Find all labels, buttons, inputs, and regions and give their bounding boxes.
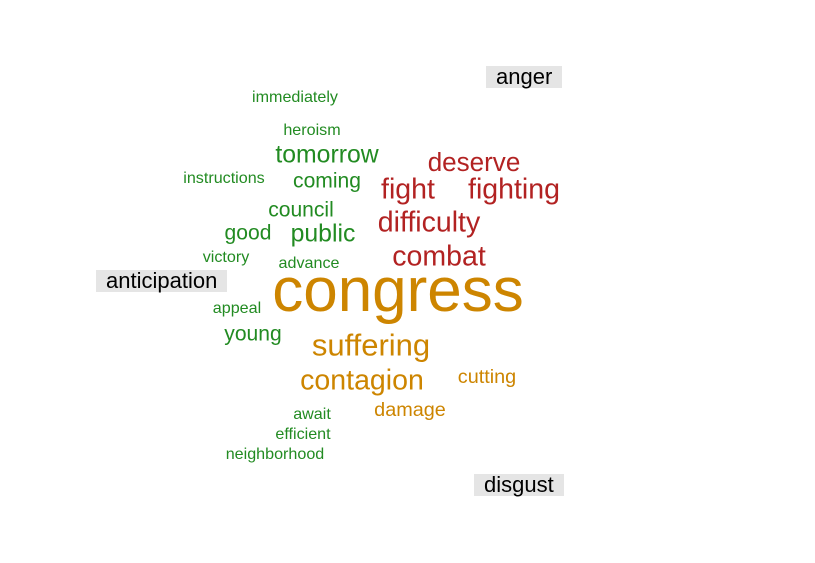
word-await: await bbox=[293, 404, 331, 423]
word-immediately: immediately bbox=[252, 87, 338, 106]
word-neighborhood: neighborhood bbox=[225, 444, 325, 463]
word-advance: advance bbox=[278, 253, 340, 272]
word-coming: coming bbox=[293, 169, 361, 193]
word-tomorrow: tomorrow bbox=[275, 141, 379, 169]
word-victory: victory bbox=[202, 247, 250, 266]
word-cutting: cutting bbox=[457, 366, 517, 389]
word-damage: damage bbox=[374, 399, 446, 422]
word-fight: fight bbox=[381, 173, 435, 206]
group-label-anger: anger bbox=[486, 66, 563, 88]
group-label-disgust: disgust bbox=[474, 474, 564, 496]
word-good: good bbox=[224, 221, 272, 245]
word-heroism: heroism bbox=[283, 120, 341, 139]
word-deserve: deserve bbox=[427, 146, 521, 177]
word-contagion: contagion bbox=[300, 364, 424, 397]
word-appeal: appeal bbox=[212, 298, 262, 317]
word-combat: combat bbox=[392, 240, 486, 273]
word-suffering: suffering bbox=[311, 327, 431, 363]
word-instructions: instructions bbox=[183, 168, 265, 187]
word-difficulty: difficulty bbox=[377, 206, 481, 239]
word-fighting: fighting bbox=[468, 173, 560, 206]
word-public: public bbox=[290, 220, 356, 248]
word-young: young bbox=[224, 322, 282, 346]
word-congress: congress bbox=[272, 256, 524, 325]
word-efficient: efficient bbox=[275, 424, 331, 443]
group-label-anticipation: anticipation bbox=[96, 270, 228, 292]
word-council: council bbox=[268, 198, 334, 222]
